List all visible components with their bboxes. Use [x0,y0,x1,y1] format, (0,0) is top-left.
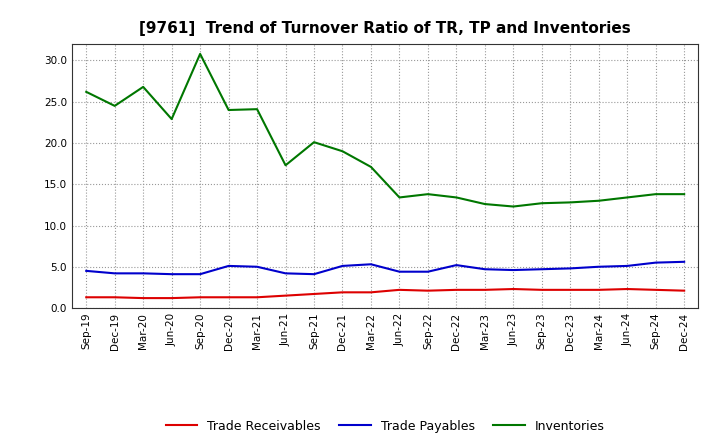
Trade Receivables [196,295,204,300]
Inventories [167,117,176,122]
Trade Receivables [566,287,575,293]
Trade Payables [253,264,261,269]
Trade Receivables [623,286,631,292]
Trade Payables [480,267,489,272]
Trade Receivables [680,288,688,293]
Trade Receivables [480,287,489,293]
Trade Payables [652,260,660,265]
Trade Receivables [225,295,233,300]
Inventories [310,139,318,145]
Inventories [139,84,148,90]
Trade Payables [310,271,318,277]
Inventories [537,201,546,206]
Trade Payables [282,271,290,276]
Trade Receivables [139,296,148,301]
Trade Receivables [652,287,660,293]
Inventories [452,195,461,200]
Inventories [338,149,347,154]
Trade Receivables [110,295,119,300]
Trade Receivables [82,295,91,300]
Trade Receivables [253,295,261,300]
Trade Payables [167,271,176,277]
Trade Payables [139,271,148,276]
Trade Payables [595,264,603,269]
Inventories [423,191,432,197]
Inventories [366,164,375,169]
Inventories [282,163,290,168]
Trade Receivables [338,290,347,295]
Trade Payables [680,259,688,264]
Trade Payables [110,271,119,276]
Trade Receivables [366,290,375,295]
Inventories [652,191,660,197]
Trade Receivables [167,296,176,301]
Trade Payables [196,271,204,277]
Legend: Trade Receivables, Trade Payables, Inventories: Trade Receivables, Trade Payables, Inven… [161,414,610,437]
Trade Payables [366,262,375,267]
Trade Payables [395,269,404,275]
Line: Trade Receivables: Trade Receivables [86,289,684,298]
Line: Trade Payables: Trade Payables [86,262,684,274]
Inventories [595,198,603,203]
Trade Receivables [310,291,318,297]
Title: [9761]  Trend of Turnover Ratio of TR, TP and Inventories: [9761] Trend of Turnover Ratio of TR, TP… [140,21,631,36]
Inventories [509,204,518,209]
Trade Receivables [395,287,404,293]
Trade Payables [452,262,461,268]
Inventories [82,89,91,95]
Inventories [566,200,575,205]
Trade Payables [623,263,631,268]
Inventories [225,107,233,113]
Trade Receivables [452,287,461,293]
Line: Inventories: Inventories [86,54,684,206]
Inventories [480,202,489,207]
Trade Payables [537,267,546,272]
Inventories [623,195,631,200]
Trade Receivables [595,287,603,293]
Trade Receivables [282,293,290,298]
Trade Receivables [509,286,518,292]
Trade Receivables [537,287,546,293]
Inventories [680,191,688,197]
Inventories [196,51,204,56]
Trade Payables [338,263,347,268]
Inventories [253,106,261,112]
Trade Receivables [423,288,432,293]
Trade Payables [423,269,432,275]
Trade Payables [82,268,91,274]
Trade Payables [566,266,575,271]
Trade Payables [225,263,233,268]
Inventories [395,195,404,200]
Inventories [110,103,119,109]
Trade Payables [509,268,518,273]
